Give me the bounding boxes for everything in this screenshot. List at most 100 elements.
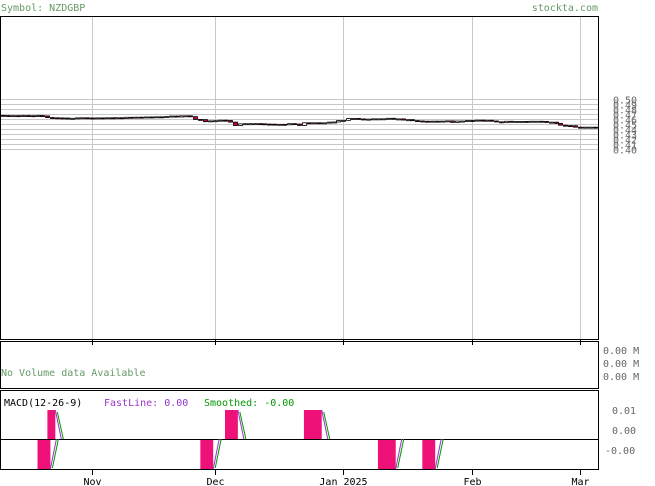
candle-body [154,116,159,119]
candle-body [327,121,332,124]
candle-body [524,121,529,123]
candle-body [549,121,554,124]
candle-body [504,120,509,124]
y-tick-label: 0.47 [613,111,637,122]
candle-body [435,120,440,123]
candle-body [267,123,272,126]
y-tick-label: 0.46 [613,116,637,127]
candle-body [489,119,494,122]
x-tick-label: Nov [83,477,101,486]
candle-body [558,122,563,126]
candle-body [40,115,45,117]
smoothed-label: Smoothed: -0.00 [204,398,294,409]
candle-body [253,123,258,126]
candle-body [70,117,75,120]
y-tick-label: 0.41 [613,141,637,152]
candle-body [519,121,524,123]
candle-body [193,116,198,120]
candle-body [114,117,119,120]
candle-body [386,117,391,120]
fastline-segment [434,438,442,470]
candle-body [440,120,445,123]
smoothed-segment [323,411,331,440]
smoothed-segment [397,438,405,469]
candle-body [371,118,376,121]
candle-body [544,120,549,123]
candle-body [31,115,36,118]
price-axis-ticks: 0.400.410.420.430.440.450.460.470.480.49… [613,96,637,157]
y-tick-label: 0.48 [613,106,637,117]
candle-body [105,117,110,120]
candle-body [75,117,80,120]
candle-body [228,120,233,123]
smoothed-segment [239,411,247,440]
macd-bar [377,440,396,469]
candle-body [179,115,184,118]
macd-bar [303,410,322,439]
candle-body [366,118,371,121]
candle-body [119,117,124,120]
fastline-segment [237,409,245,440]
candle-body [36,115,41,117]
candle-body [568,125,573,128]
candle-body [391,117,396,120]
candle-body [95,117,100,120]
candle-body [494,120,499,123]
candle-body [499,121,504,124]
candle-body [307,122,312,125]
macd-title: MACD(12-26-9) [4,398,82,409]
candle-body [593,126,598,129]
candle-body [554,121,559,124]
y-tick-label: 0.42 [613,136,637,147]
volume-tick-2: 0.00 M [603,359,639,370]
fastline-segment [49,438,57,470]
smoothed-segment [436,438,444,469]
candle-body [26,115,31,117]
macd-bar [47,410,56,439]
candle-body [80,117,85,120]
y-tick-label: 0.49 [613,101,637,112]
candle-body [292,123,297,126]
volume-tick-3: 0.00 M [603,372,639,383]
symbol-label: Symbol: NZDGBP [1,3,85,14]
candle-body [336,120,341,123]
candle-body [430,120,435,123]
candle-body [198,119,203,121]
candle-body [509,120,514,123]
candle-body [346,118,351,121]
candle-body [223,119,228,122]
candle-body [317,122,322,125]
candle-body [480,119,485,122]
smoothed-segment [51,438,59,469]
candle-body [356,117,361,120]
candle-body [445,120,450,123]
candle-body [277,123,282,126]
x-tick-label: Feb [463,477,481,486]
candle-body [45,115,50,118]
candle-body [55,117,60,120]
candle-body [203,119,208,123]
candle-body [262,123,267,126]
macd-tick-2: 0.00 [612,426,636,437]
y-tick-label: 0.43 [613,131,637,142]
candle-body [312,122,317,125]
price-panel [0,16,599,340]
fastline-segment [212,438,220,470]
candle-body [282,123,287,126]
candle-body [149,116,154,119]
candle-body [578,126,583,129]
candle-body [243,123,248,126]
smoothed-segment [56,411,64,440]
y-tick-label: 0.45 [613,121,637,132]
candle-body [6,115,11,117]
no-volume-message: No Volume data Available [1,368,146,379]
candle-body [322,122,327,125]
candle-body [583,126,588,129]
macd-histogram [37,409,444,470]
macd-tick-3: -0.00 [605,446,635,457]
candle-body [470,120,475,122]
candle-body [159,116,164,119]
fastline-label: FastLine: 0.00 [104,398,188,409]
macd-tick-1: 0.01 [612,406,636,417]
candle-body [144,116,149,119]
